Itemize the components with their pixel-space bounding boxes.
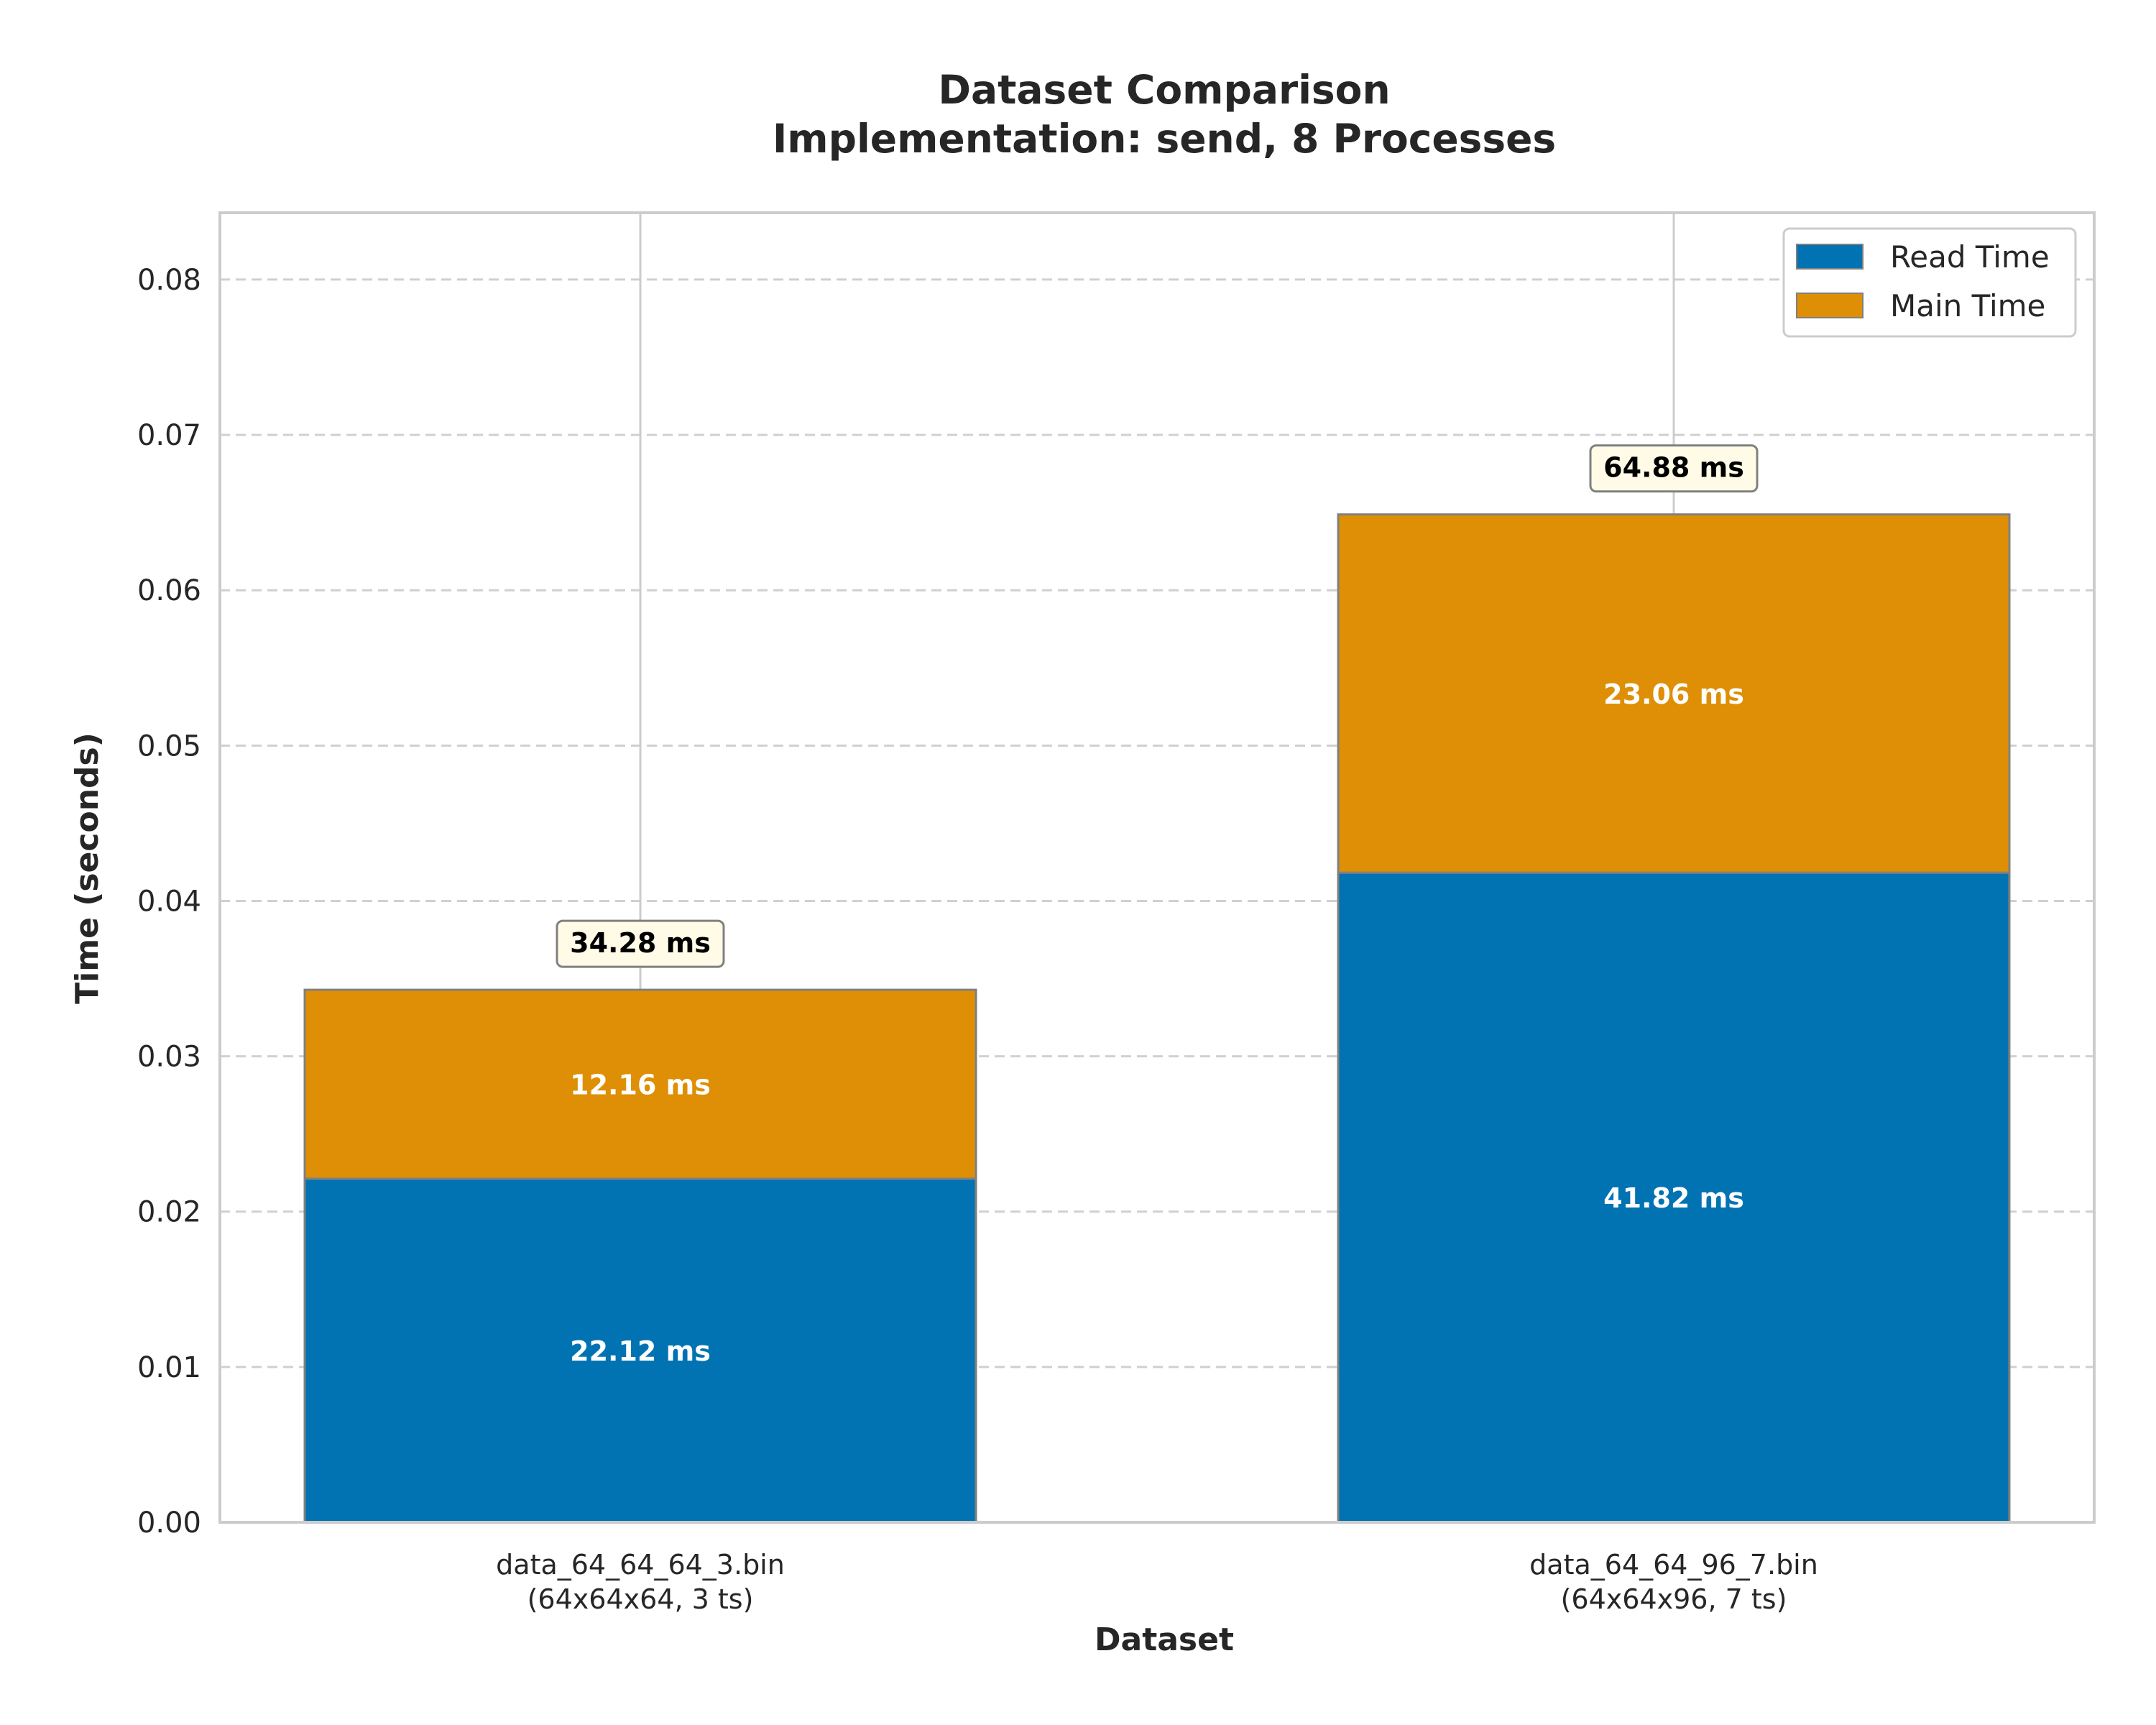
y-tick-label: 0.05 [137,730,201,763]
total-label-box [1589,444,1759,493]
bar-value-label: 41.82 ms [1603,1182,1744,1214]
legend: Read Time Main Time [1782,227,2077,338]
bar-read-time [1337,871,2011,1524]
y-tick-label: 0.08 [137,264,201,297]
legend-swatch-read-time [1796,244,1864,270]
bar-value-label: 12.16 ms [570,1070,711,1101]
y-tick-label: 0.06 [137,574,201,607]
y-tick-label: 0.07 [137,419,201,452]
chart-subtitle: Implementation: send, 8 Processes [773,116,1556,162]
bar-main-time [303,988,977,1180]
x-tick-label: data_64_64_96_7.bin [1529,1549,1818,1581]
total-label-box [556,919,725,968]
x-axis: data_64_64_64_3.bin(64x64x64, 3 ts) data_… [496,1549,1818,1615]
total-label: 34.28 ms [570,927,711,959]
x-axis-label: Dataset [1095,1622,1234,1658]
labels: 22.12 ms 12.16 ms 34.28 ms 41.82 ms 23.06 ms… [556,444,1759,1367]
legend-label-main-time: Main Time [1890,288,2045,323]
legend-swatch-main-time [1796,293,1864,318]
y-tick-label: 0.02 [137,1196,201,1229]
bar-read-time [303,1177,977,1524]
x-tick-sublabel: (64x64x64, 3 ts) [528,1583,754,1615]
y-axis: 0.00 0.01 0.02 0.03 0.04 0.05 0.06 0.07 0.08 [137,264,201,1540]
x-tick-label: data_64_64_64_3.bin [496,1549,785,1581]
y-axis-label: Time (seconds) [69,732,106,1004]
y-tick-label: 0.00 [137,1506,201,1540]
bar-main-time [1337,513,2011,874]
bars [303,513,2011,1524]
y-tick-label: 0.03 [137,1041,201,1074]
bar-value-label: 22.12 ms [570,1335,711,1367]
chart-title: Dataset Comparison [938,67,1390,113]
y-tick-label: 0.04 [137,885,201,918]
legend-label-read-time: Read Time [1890,239,2050,275]
total-label: 64.88 ms [1603,452,1744,484]
y-tick-label: 0.01 [137,1351,201,1384]
x-tick-sublabel: (64x64x96, 7 ts) [1561,1583,1787,1615]
plot-frame [218,211,2096,1524]
bar-value-label: 23.06 ms [1603,678,1744,710]
